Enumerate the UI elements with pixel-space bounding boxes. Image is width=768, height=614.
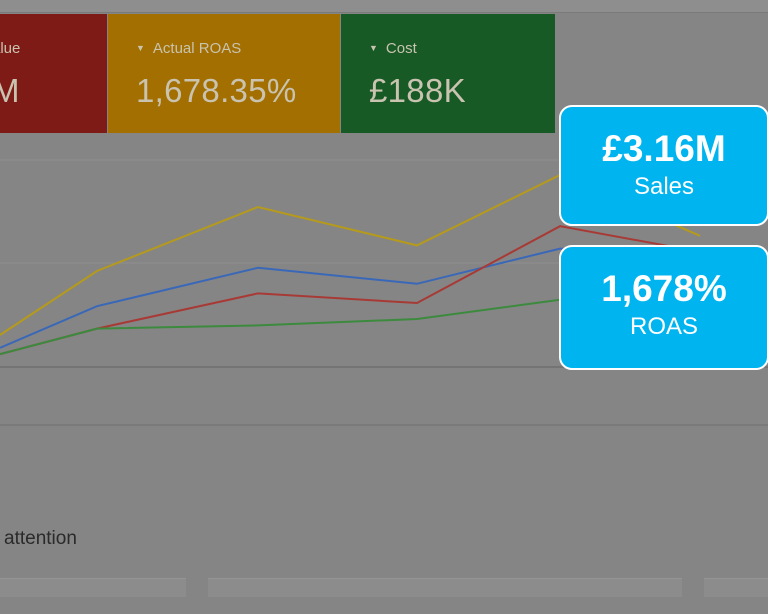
callout-label: ROAS	[629, 313, 698, 340]
section-title: attention	[4, 528, 77, 549]
metric-value: 1,678.35%	[136, 72, 297, 109]
callout-value: 1,678%	[601, 268, 727, 309]
metric-card-conversion-value[interactable]: alue M	[0, 14, 107, 133]
performance-line-chart	[0, 159, 768, 426]
card-placeholder	[208, 578, 682, 597]
top-bar	[0, 0, 768, 13]
metric-label: Cost	[385, 40, 417, 57]
callout-label: Sales	[633, 173, 695, 200]
metric-value: £188K	[369, 72, 466, 109]
roas-callout: 1,678% ROAS	[559, 245, 768, 370]
sales-callout: £3.16M Sales	[559, 105, 768, 226]
metric-card-actual-roas[interactable]: ▼ Actual ROAS 1,678.35%	[108, 14, 340, 133]
card-placeholder	[704, 578, 768, 597]
callout-value: £3.16M	[602, 128, 726, 169]
series-line-3	[0, 298, 561, 356]
metric-label: alue	[0, 40, 21, 57]
metric-value: M	[0, 72, 20, 109]
metric-card-cost[interactable]: ▼ Cost £188K	[341, 14, 555, 133]
dropdown-triangle-icon[interactable]: ▼	[369, 43, 378, 53]
dropdown-triangle-icon[interactable]: ▼	[136, 43, 145, 53]
metric-label: Actual ROAS	[152, 40, 242, 57]
card-placeholder	[0, 578, 186, 597]
